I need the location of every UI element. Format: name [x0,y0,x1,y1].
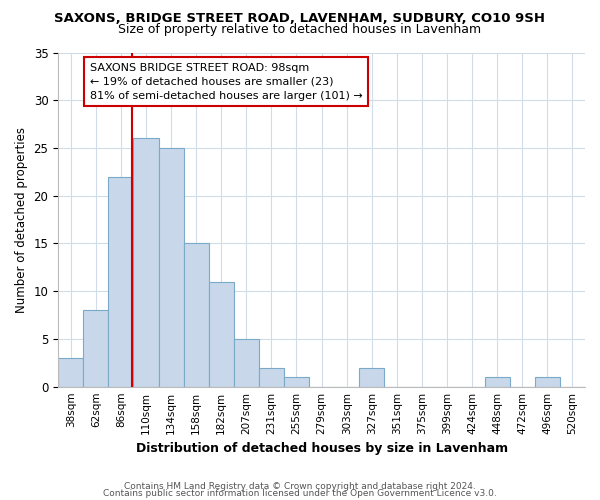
Bar [535,377,560,386]
Y-axis label: Number of detached properties: Number of detached properties [15,126,28,312]
Text: Contains HM Land Registry data © Crown copyright and database right 2024.: Contains HM Land Registry data © Crown c… [124,482,476,491]
Bar [158,148,184,386]
Bar [209,282,234,387]
Bar [284,377,309,386]
Bar [234,339,259,386]
Bar [259,368,284,386]
Bar [83,310,109,386]
Text: Contains public sector information licensed under the Open Government Licence v3: Contains public sector information licen… [103,490,497,498]
Text: Size of property relative to detached houses in Lavenham: Size of property relative to detached ho… [118,24,482,36]
Text: SAXONS BRIDGE STREET ROAD: 98sqm
← 19% of detached houses are smaller (23)
81% o: SAXONS BRIDGE STREET ROAD: 98sqm ← 19% o… [90,62,362,100]
Bar [359,368,384,386]
Bar [485,377,510,386]
Bar [133,138,158,386]
Bar [58,358,83,386]
Text: SAXONS, BRIDGE STREET ROAD, LAVENHAM, SUDBURY, CO10 9SH: SAXONS, BRIDGE STREET ROAD, LAVENHAM, SU… [55,12,545,26]
Bar [184,244,209,386]
X-axis label: Distribution of detached houses by size in Lavenham: Distribution of detached houses by size … [136,442,508,455]
Bar [109,176,133,386]
